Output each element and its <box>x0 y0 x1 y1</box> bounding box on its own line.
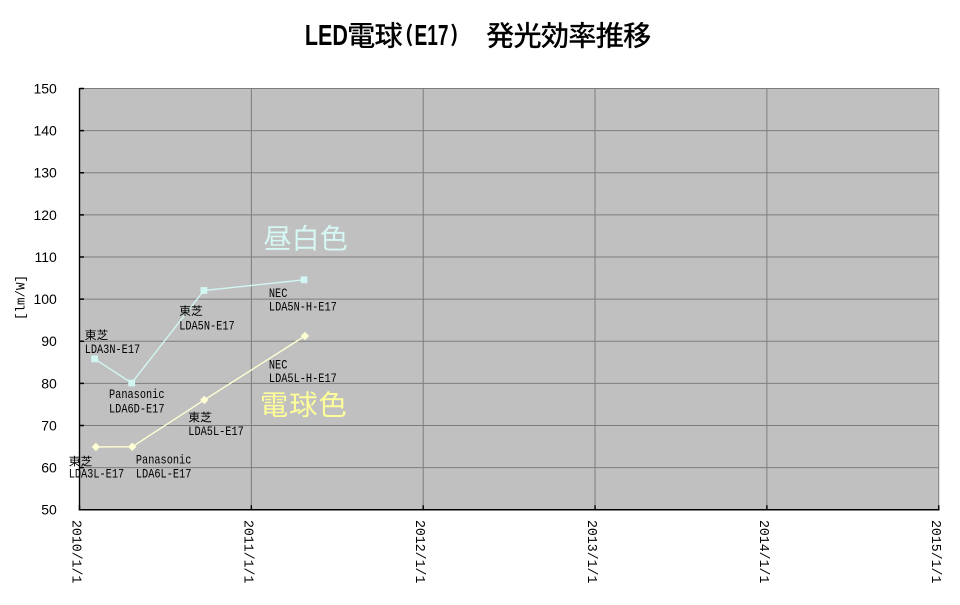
svg-text:LDA5L-E17: LDA5L-E17 <box>188 424 244 439</box>
svg-text:2015/1/1: 2015/1/1 <box>927 520 943 583</box>
svg-text:LDA5N-H-E17: LDA5N-H-E17 <box>269 300 337 315</box>
svg-text:150: 150 <box>33 80 57 96</box>
svg-text:LDA5L-H-E17: LDA5L-H-E17 <box>269 371 337 386</box>
svg-text:50: 50 <box>41 502 57 518</box>
svg-text:2010/1/1: 2010/1/1 <box>68 520 84 583</box>
svg-text:70: 70 <box>41 417 57 433</box>
svg-text:LDA6L-E17: LDA6L-E17 <box>136 466 192 481</box>
svg-text:LDA3L-E17: LDA3L-E17 <box>69 466 125 481</box>
svg-text:2012/1/1: 2012/1/1 <box>411 520 427 583</box>
svg-text:2013/1/1: 2013/1/1 <box>583 520 599 583</box>
svg-text:[lm/W]: [lm/W] <box>14 275 29 320</box>
svg-text:NEC: NEC <box>269 358 288 373</box>
svg-text:LED: LED <box>305 20 348 52</box>
svg-text:60: 60 <box>41 460 57 476</box>
svg-text:LDA6D-E17: LDA6D-E17 <box>109 401 165 416</box>
svg-text:2014/1/1: 2014/1/1 <box>755 520 771 583</box>
svg-text:Panasonic: Panasonic <box>109 387 165 402</box>
svg-text:120: 120 <box>33 207 57 223</box>
svg-text:LDA3N-E17: LDA3N-E17 <box>85 342 141 357</box>
svg-text:Panasonic: Panasonic <box>136 453 192 468</box>
svg-text:E17: E17 <box>415 20 449 52</box>
svg-text:90: 90 <box>41 333 57 349</box>
svg-text:140: 140 <box>33 123 57 139</box>
svg-text:100: 100 <box>33 291 57 307</box>
svg-text:80: 80 <box>41 375 57 391</box>
svg-text:2011/1/1: 2011/1/1 <box>239 520 255 583</box>
svg-text:LDA5N-E17: LDA5N-E17 <box>179 318 235 333</box>
svg-text:130: 130 <box>33 165 57 181</box>
svg-text:NEC: NEC <box>269 286 288 301</box>
svg-text:110: 110 <box>34 249 57 265</box>
